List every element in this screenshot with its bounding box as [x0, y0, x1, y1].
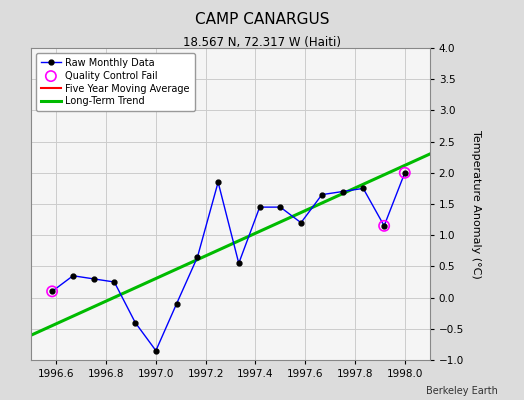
Text: CAMP CANARGUS: CAMP CANARGUS — [195, 12, 329, 27]
Raw Monthly Data — [215, 180, 221, 184]
Quality Control Fail — [401, 170, 409, 176]
Raw Monthly Data — [360, 186, 366, 191]
Raw Monthly Data — [132, 320, 138, 325]
Raw Monthly Data — [91, 276, 97, 281]
Legend: Raw Monthly Data, Quality Control Fail, Five Year Moving Average, Long-Term Tren: Raw Monthly Data, Quality Control Fail, … — [36, 53, 195, 111]
Raw Monthly Data — [277, 205, 283, 210]
Text: 18.567 N, 72.317 W (Haiti): 18.567 N, 72.317 W (Haiti) — [183, 36, 341, 49]
Raw Monthly Data — [381, 224, 387, 228]
Raw Monthly Data — [340, 189, 346, 194]
Quality Control Fail — [48, 288, 56, 294]
Raw Monthly Data — [173, 302, 180, 306]
Raw Monthly Data — [49, 289, 55, 294]
Raw Monthly Data — [70, 273, 76, 278]
Raw Monthly Data — [319, 192, 325, 197]
Line: Raw Monthly Data: Raw Monthly Data — [50, 170, 407, 353]
Quality Control Fail — [380, 223, 388, 229]
Y-axis label: Temperature Anomaly (°C): Temperature Anomaly (°C) — [471, 130, 481, 278]
Raw Monthly Data — [111, 280, 117, 284]
Raw Monthly Data — [153, 348, 159, 353]
Raw Monthly Data — [236, 261, 242, 266]
Raw Monthly Data — [194, 255, 201, 260]
Raw Monthly Data — [298, 220, 304, 225]
Raw Monthly Data — [402, 170, 408, 175]
Raw Monthly Data — [257, 205, 263, 210]
Text: Berkeley Earth: Berkeley Earth — [426, 386, 498, 396]
